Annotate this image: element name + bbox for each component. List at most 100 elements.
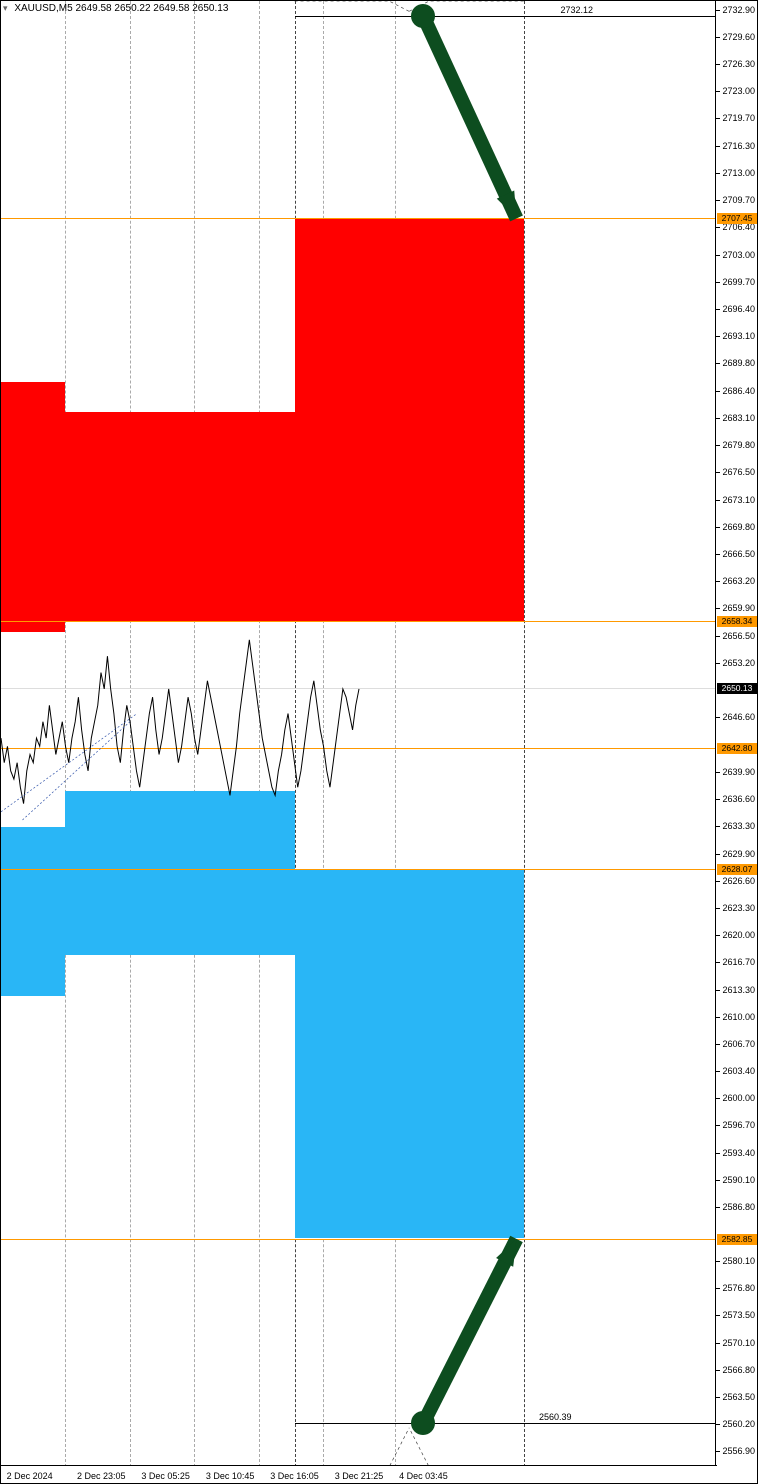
y-tick-label: 2586.80: [717, 1202, 757, 1212]
y-tick-label: 2663.20: [717, 576, 757, 586]
y-tick-label: 2639.90: [717, 767, 757, 777]
y-tick-mark: [716, 826, 720, 827]
y-tick-label: 2566.80: [717, 1365, 757, 1375]
y-tick-label: 2610.00: [717, 1012, 757, 1022]
y-tick-label: 2723.00: [717, 86, 757, 96]
y-tick-label: 2620.00: [717, 930, 757, 940]
y-tick-mark: [716, 990, 720, 991]
y-tick-label: 2683.10: [717, 413, 757, 423]
y-tick-label: 2633.30: [717, 821, 757, 831]
y-tick-mark: [716, 1017, 720, 1018]
y-tick-mark: [716, 663, 720, 664]
y-tick-mark: [716, 935, 720, 936]
y-tick-label: 2726.30: [717, 59, 757, 69]
y-tick-mark: [716, 854, 720, 855]
y-price-tag: 2628.07: [717, 864, 757, 875]
x-tick-label: 2 Dec 23:05: [77, 1471, 126, 1481]
y-price-tag: 2650.13: [717, 683, 757, 694]
y-tick-label: 2570.10: [717, 1338, 757, 1348]
y-tick-mark: [716, 472, 720, 473]
y-tick-mark: [716, 227, 720, 228]
y-tick-label: 2666.50: [717, 549, 757, 559]
y-tick-mark: [716, 1288, 720, 1289]
y-tick-label: 2556.90: [717, 1446, 757, 1456]
y-tick-label: 2686.40: [717, 386, 757, 396]
y-tick-mark: [716, 1424, 720, 1425]
y-tick-mark: [716, 1125, 720, 1126]
y-tick-label: 2560.20: [717, 1419, 757, 1429]
y-tick-label: 2676.50: [717, 467, 757, 477]
y-tick-label: 2593.40: [717, 1148, 757, 1158]
y-tick-label: 2656.50: [717, 631, 757, 641]
y-tick-mark: [716, 1397, 720, 1398]
y-tick-label: 2689.80: [717, 358, 757, 368]
y-tick-mark: [716, 1343, 720, 1344]
y-tick-label: 2729.60: [717, 32, 757, 42]
y-tick-label: 2576.80: [717, 1283, 757, 1293]
y-tick-label: 2693.10: [717, 331, 757, 341]
y-tick-mark: [716, 418, 720, 419]
x-axis: 2 Dec 20242 Dec 23:053 Dec 05:253 Dec 10…: [1, 1465, 717, 1483]
y-tick-label: 2616.70: [717, 957, 757, 967]
trend-line: [22, 722, 129, 820]
y-tick-mark: [716, 1153, 720, 1154]
y-tick-mark: [716, 1044, 720, 1045]
y-tick-mark: [716, 64, 720, 65]
y-tick-mark: [716, 527, 720, 528]
y-tick-label: 2606.70: [717, 1039, 757, 1049]
y-tick-label: 2716.30: [717, 141, 757, 151]
y-tick-label: 2709.70: [717, 195, 757, 205]
plot-area[interactable]: 2732.122560.39: [1, 1, 717, 1467]
y-tick-label: 2623.30: [717, 903, 757, 913]
y-tick-label: 2563.50: [717, 1392, 757, 1402]
x-tick-label: 4 Dec 03:45: [399, 1471, 448, 1481]
direction-arrow: [423, 1239, 516, 1423]
y-tick-mark: [716, 336, 720, 337]
level-line: [295, 16, 717, 17]
y-price-tag: 2582.85: [717, 1234, 757, 1245]
y-tick-label: 2590.10: [717, 1175, 757, 1185]
y-tick-mark: [716, 91, 720, 92]
y-price-tag: 2707.45: [717, 213, 757, 224]
x-tick-label: 3 Dec 16:05: [270, 1471, 319, 1481]
level-label: 2560.39: [538, 1412, 573, 1422]
chart-container: ▾ XAUUSD,M5 2649.58 2650.22 2649.58 2650…: [0, 0, 758, 1484]
y-tick-mark: [716, 173, 720, 174]
y-tick-mark: [716, 37, 720, 38]
y-tick-mark: [716, 554, 720, 555]
x-tick-label: 3 Dec 10:45: [206, 1471, 255, 1481]
symbol-timeframe: XAUUSD,M5: [14, 3, 72, 14]
y-tick-mark: [716, 118, 720, 119]
y-tick-mark: [716, 608, 720, 609]
y-tick-label: 2699.70: [717, 277, 757, 287]
y-tick-mark: [716, 1071, 720, 1072]
y-tick-mark: [716, 445, 720, 446]
x-tick-label: 3 Dec 21:25: [335, 1471, 384, 1481]
chart-header: ▾ XAUUSD,M5 2649.58 2650.22 2649.58 2650…: [1, 1, 757, 15]
y-axis: 2732.90 2729.60 2726.30 2723.00 2719.70 2716.…: [715, 1, 757, 1467]
y-tick-label: 2719.70: [717, 113, 757, 123]
y-tick-label: 2646.60: [717, 712, 757, 722]
y-tick-label: 2679.80: [717, 440, 757, 450]
y-tick-mark: [716, 908, 720, 909]
y-tick-label: 2653.20: [717, 658, 757, 668]
y-tick-label: 2603.40: [717, 1066, 757, 1076]
y-tick-label: 2659.90: [717, 603, 757, 613]
x-tick-label: 3 Dec 05:25: [141, 1471, 190, 1481]
y-tick-label: 2703.00: [717, 250, 757, 260]
y-tick-label: 2596.70: [717, 1120, 757, 1130]
y-tick-mark: [716, 282, 720, 283]
y-tick-mark: [716, 1180, 720, 1181]
y-tick-mark: [716, 363, 720, 364]
price-line: [1, 640, 359, 804]
y-tick-label: 2696.40: [717, 304, 757, 314]
y-tick-mark: [716, 1370, 720, 1371]
y-tick-label: 2636.60: [717, 794, 757, 804]
y-tick-mark: [716, 881, 720, 882]
y-tick-mark: [716, 391, 720, 392]
y-tick-mark: [716, 500, 720, 501]
y-tick-label: 2732.90: [717, 5, 757, 15]
y-tick-label: 2626.60: [717, 876, 757, 886]
y-tick-mark: [716, 1207, 720, 1208]
y-tick-mark: [716, 636, 720, 637]
